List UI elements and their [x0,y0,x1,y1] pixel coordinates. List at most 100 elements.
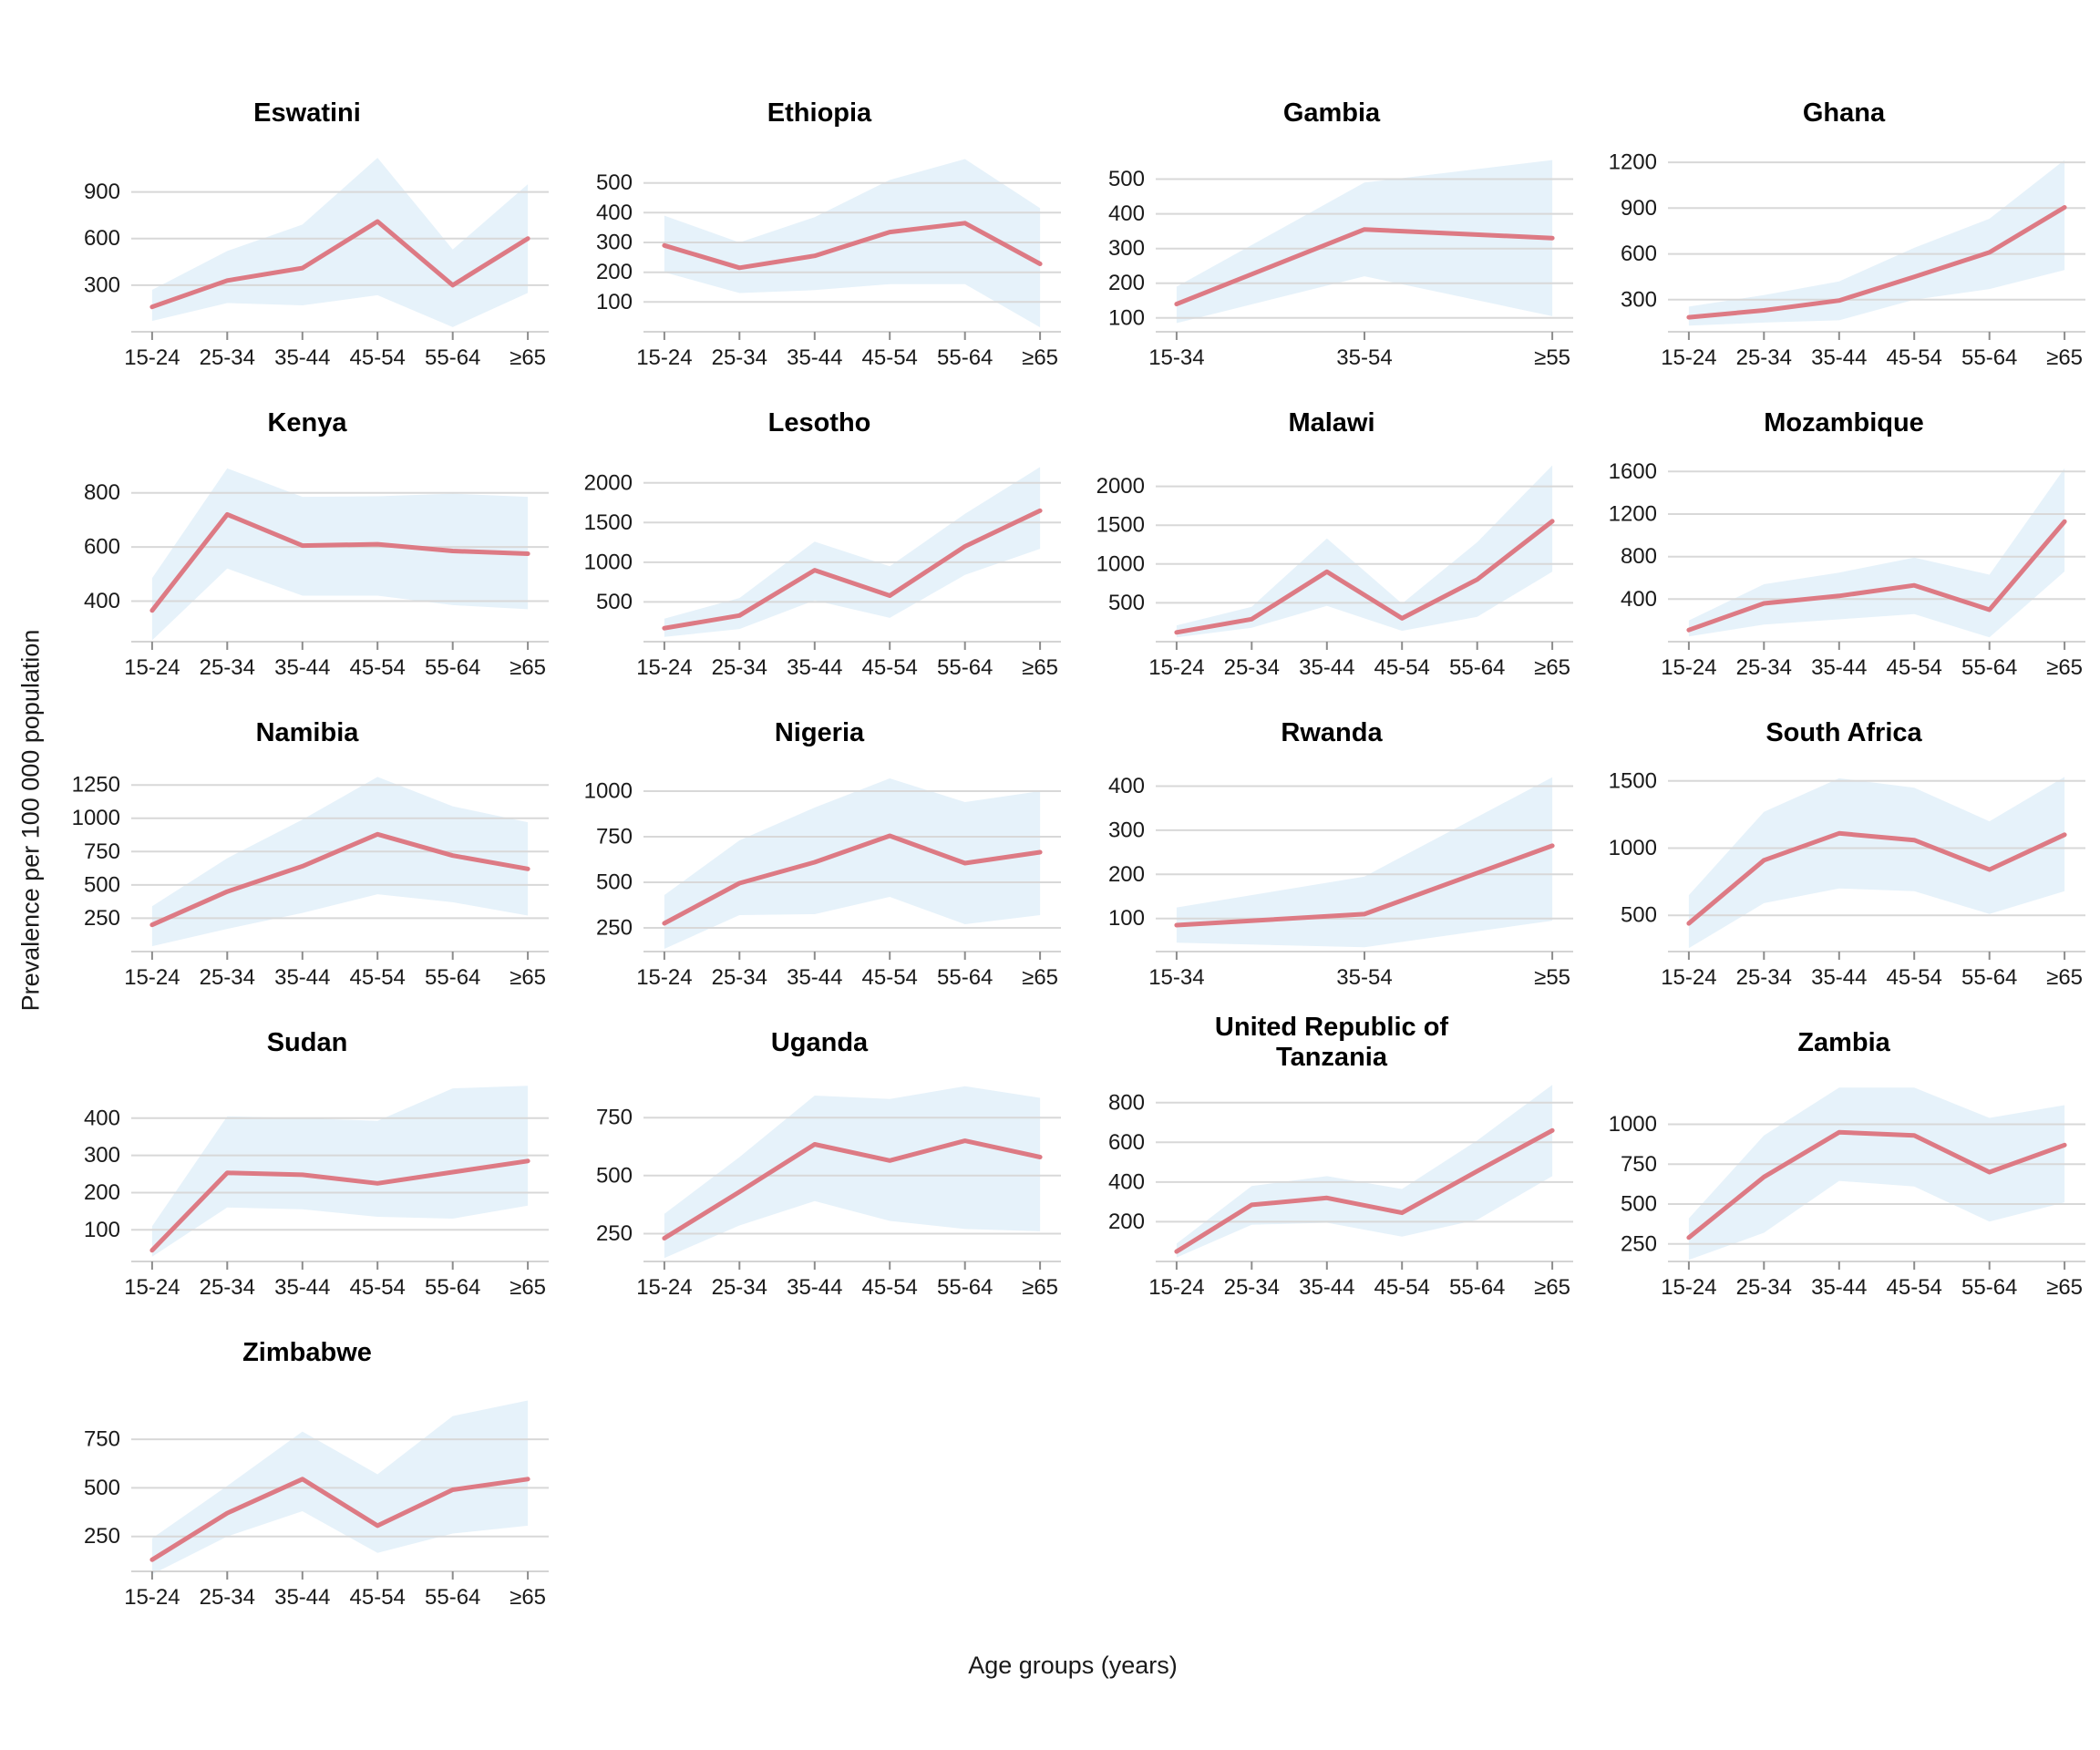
chart-svg-kenya: 400 600 800 15-24 25-34 35-44 45-54 55-64 ≥65 [84,468,549,680]
x-tick-label: 35-44 [274,1585,330,1610]
x-tick-label: ≥55 [1534,345,1570,370]
x-tick-label: 15-24 [1148,1275,1204,1300]
chart-svg-mozambique: 400 800 1200 1600 15-24 25-34 35-44 45-54 55-64 ≥… [1609,459,2085,680]
x-tick-label: ≥65 [1022,655,1058,680]
x-tick-label: 25-34 [1224,655,1280,680]
y-tick-label: 250 [1621,1231,1657,1256]
x-tick-label: ≥65 [1022,345,1058,370]
y-tick-label: 250 [84,906,120,931]
y-tick-label: 300 [1108,818,1145,842]
panel-title: Ethiopia [767,98,872,128]
chart-svg-zimbabwe: 250 500 750 15-24 25-34 35-44 45-54 55-64 ≥65 [84,1400,549,1610]
y-tick-label: 1500 [1096,513,1145,538]
panel-title: Gambia [1282,98,1381,128]
panel-zimbabwe: Zimbabwe 250 500 750 15-24 25-34 35-44 45-54 55-… [58,1318,556,1615]
panel-chart: 400 800 1200 1600 15-24 25-34 35-44 45-54 55-64 ≥… [1595,458,2093,685]
x-tick-label: 45-54 [862,1275,918,1300]
x-tick-label: 55-64 [937,345,993,370]
panel-title: Zimbabwe [242,1337,372,1367]
x-tick-label: 25-34 [1736,1275,1792,1300]
x-tick-label: 15-24 [1661,655,1716,680]
x-tick-label: ≥65 [1534,1275,1570,1300]
prevalence-line [662,1138,1043,1240]
panel-south-africa: South Africa 500 1000 1500 15-24 25-34 35-44 45… [1595,698,2093,995]
y-tick-label: 500 [1108,591,1145,615]
y-tick-label: 500 [1621,1192,1657,1217]
prevalence-line [1686,1129,2067,1240]
x-tick-label: 45-54 [350,345,406,370]
x-tick-label: 55-64 [1449,655,1505,680]
prevalence-line [662,221,1043,271]
y-tick-label: 500 [1621,903,1657,928]
y-tick-label: 600 [84,226,120,251]
panel-title: Malawi [1288,407,1375,438]
confidence-band [151,777,529,947]
y-tick-label: 400 [1108,201,1145,226]
x-tick-label: 25-34 [200,1275,255,1300]
y-tick-label: 750 [84,1427,120,1452]
x-tick-label: 55-64 [937,965,993,990]
y-tick-label: 1250 [72,773,120,798]
y-tick-label: 900 [1621,196,1657,221]
x-tick-label: 45-54 [1374,655,1430,680]
chart-svg-malawi: 500 1000 1500 2000 15-24 25-34 35-44 45-54 55-64… [1096,465,1573,680]
x-tick-label: 45-54 [350,1275,406,1300]
confidence-band [1688,1087,2065,1261]
prevalence-line [662,833,1043,926]
panel-title: Zambia [1797,1027,1890,1057]
y-tick-label: 1200 [1609,150,1657,175]
x-tick-label: 55-64 [937,655,993,680]
chart-svg-uganda: 250 500 750 15-24 25-34 35-44 45-54 55-64 ≥65 [596,1086,1061,1300]
y-tick-label: 300 [596,231,633,255]
prevalence-line [149,1158,530,1253]
y-tick-label: 600 [1621,242,1657,266]
x-tick-label: ≥65 [1022,965,1058,990]
x-tick-label: ≥65 [1022,1275,1058,1300]
panel-title: United Republic of Tanzania [1214,1013,1449,1072]
x-tick-label: 15-24 [124,1275,180,1300]
y-tick-label: 500 [596,1163,633,1188]
x-tick-label: 35-44 [1811,1275,1867,1300]
y-tick-label: 200 [596,260,633,284]
x-tick-label: ≥65 [510,655,546,680]
panel-rwanda: Rwanda 100 200 300 400 15-34 35-54 ≥55 [1083,698,1580,995]
panel-chart: 250 500 750 15-24 25-34 35-44 45-54 55-64 ≥65 [58,1387,556,1615]
y-tick-label: 750 [596,825,633,849]
y-tick-label: 100 [84,1218,120,1242]
y-tick-label: 200 [84,1180,120,1205]
x-tick-label: ≥65 [1534,655,1570,680]
x-tick-label: 35-44 [787,345,842,370]
panel-title: Ghana [1802,98,1886,128]
x-tick-label: ≥65 [510,1275,546,1300]
panel-title: Rwanda [1281,717,1383,747]
confidence-band [664,1086,1041,1259]
chart-svg-eswatini: 300 600 900 15-24 25-34 35-44 45-54 55-64 ≥65 [84,158,549,370]
y-tick-label: 500 [596,590,633,614]
prevalence-line [1686,205,2067,320]
x-tick-label: 25-34 [1736,655,1792,680]
facet-grid: Eswatini 300 600 900 15-24 25-34 35-44 45-54 55-… [58,78,2087,1615]
y-tick-label: 200 [1108,1210,1145,1234]
confidence-band [664,467,1041,637]
prevalence-line [1174,519,1555,635]
y-tick-label: 800 [1621,544,1657,569]
panel-chart: 500 1000 1500 2000 15-24 25-34 35-44 45-54 55-64… [571,458,1068,685]
y-tick-label: 1000 [1609,1112,1657,1137]
x-tick-label: 35-44 [1811,655,1867,680]
x-tick-label: 45-54 [1887,655,1942,680]
x-tick-label: 35-44 [1299,1275,1354,1300]
y-tick-label: 1600 [1609,459,1657,484]
x-tick-label: 15-24 [1148,655,1204,680]
y-tick-label: 600 [84,535,120,560]
y-tick-label: 100 [596,290,633,314]
x-tick-label: 55-64 [1961,655,2017,680]
x-tick-label: 45-54 [862,965,918,990]
panel-chart: 100 200 300 400 15-24 25-34 35-44 45-54 55-64 ≥65 [58,1077,556,1305]
x-tick-label: 45-54 [862,345,918,370]
chart-svg-united-republic-of-tanzania: 200 400 600 800 15-24 25-34 35-44 45-54 55-64 ≥65 [1108,1085,1573,1300]
panel-gambia: Gambia 100 200 300 400 500 15-34 35-54 ≥55 [1083,78,1580,376]
x-tick-label: 35-44 [787,655,842,680]
y-tick-label: 200 [1108,862,1145,887]
y-tick-label: 1200 [1609,502,1657,527]
